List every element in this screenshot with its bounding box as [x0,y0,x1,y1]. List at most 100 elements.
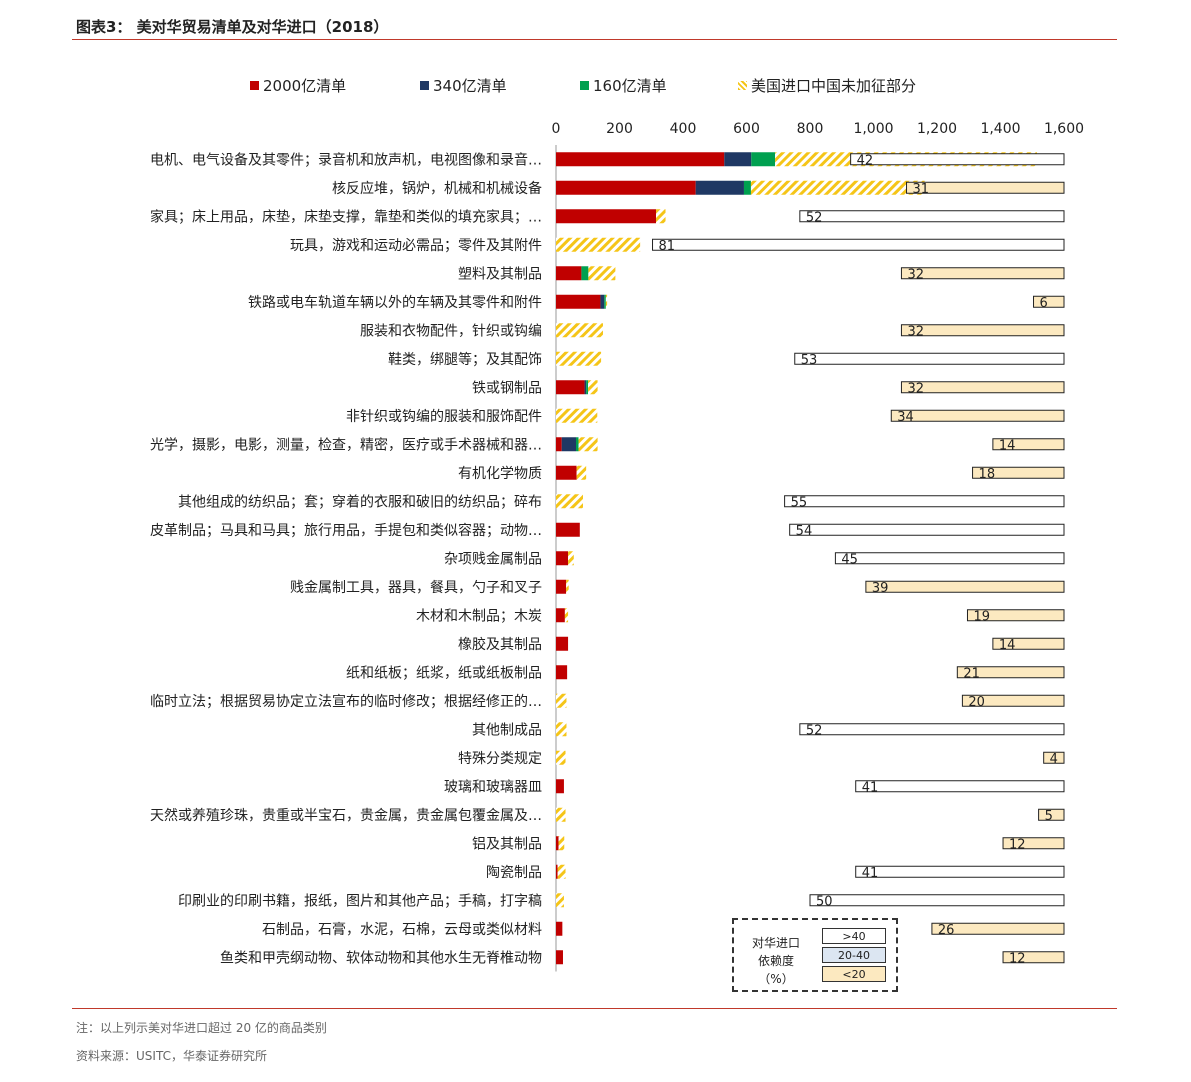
dependency-bar [900,324,1065,337]
bar-2000 [556,465,577,480]
dependency-value: 32 [907,267,924,282]
category-label: 其他组成的纺织品；套；穿着的衣服和破旧的纺织品；碎布 [178,494,542,510]
category-label: 橡胶及其制品 [458,636,542,653]
dependency-key: 对华进口 依赖度 （%） >40 20-40 <20 [732,918,898,992]
category-label: 电机、电气设备及其零件；录音机和放声机，电视图像和录音… [150,151,542,168]
category-label: 临时立法；根据贸易协定立法宣布的临时修改；根据经修正的… [150,694,542,710]
dependency-value: 52 [806,210,823,225]
dependency-value: 6 [1040,296,1048,311]
bar-untaxed [556,893,564,908]
bar-2000 [556,380,585,395]
category-label: 印刷业的印刷书籍，报纸，图片和其他产品；手稿，打字稿 [178,892,542,909]
dependency-value: 32 [907,324,924,339]
dependency-key-title: 对华进口 依赖度 （%） [740,934,812,988]
dependency-value: 32 [907,381,924,396]
dependency-bar [1002,951,1065,964]
bar-untaxed [556,351,602,366]
category-label: 其他制成品 [472,722,542,738]
legend-item-160: 160亿清单 [580,75,667,96]
legend-item-2000: 2000亿清单 [250,75,346,96]
bar-untaxed [556,323,603,338]
bar-untaxed [558,836,565,851]
bar-2000 [556,864,558,879]
bar-untaxed [605,294,608,309]
bar-untaxed [656,209,666,224]
bar-2000 [556,636,569,651]
bar-untaxed [750,180,925,195]
bar-2000 [556,522,580,537]
dependency-bar [1002,837,1065,850]
dependency-bar [992,438,1065,451]
dependency-key-mid: 20-40 [822,947,886,963]
category-label: 玩具，游戏和运动必需品；零件及其附件 [290,238,542,254]
legend-label-2000: 2000亿清单 [263,77,347,95]
bar-340 [561,437,577,452]
bar-2000 [556,437,562,452]
dependency-value: 31 [913,182,930,197]
category-label: 杂项贱金属制品 [444,551,542,567]
category-label: 特殊分类规定 [458,751,542,767]
x-tick-label: 0 [552,121,561,137]
dependency-key-low: <20 [822,966,886,982]
bar-340 [724,152,752,167]
x-tick-label: 1,200 [917,121,957,137]
category-label: 玻璃和玻璃器皿 [444,778,542,795]
bar-untaxed [578,437,598,452]
bar-untaxed [556,408,598,423]
legend-swatch-2000 [250,81,259,90]
dependency-bar [956,666,1065,679]
dependency-bar [900,267,1065,280]
category-label: 贱金属制工具，器具，餐具，勺子和叉子 [290,580,542,596]
bar-2000 [556,921,563,936]
category-label: 鞋类，绑腿等；及其配饰 [388,351,542,368]
dependency-value: 21 [963,666,980,681]
category-label: 铁路或电车轨道车辆以外的车辆及其零件和附件 [248,294,542,311]
dependency-value: 55 [791,495,808,510]
footnote: 注：以上列示美对华进口超过 20 亿的商品类别 [76,1021,327,1035]
category-label: 有机化学物质 [458,466,542,482]
category-label: 天然或养殖珍珠，贵重或半宝石，贵金属，贵金属包覆金属及… [150,807,542,824]
category-label: 铝及其制品 [472,836,542,852]
dependency-key-title-line1: 对华进口 [751,936,800,950]
dependency-bar [850,153,1065,166]
category-label: 鱼类和甲壳纲动物、软体动物和其他水生无脊椎动物 [220,949,542,966]
dependency-value: 19 [973,609,990,624]
bar-160 [743,180,751,195]
legend-swatch-340 [420,81,429,90]
dependency-value: 42 [857,153,874,168]
bar-2000 [556,779,564,794]
dependency-value: 41 [862,780,879,795]
category-label: 纸和纸板；纸浆，纸或纸板制品 [346,665,542,681]
bar-2000 [556,608,565,623]
bar-340 [584,380,587,395]
dependency-key-title-line2: 依赖度 [757,954,794,968]
dependency-bar [961,694,1065,707]
bar-2000 [556,836,559,851]
dependency-key-high: >40 [822,928,886,944]
category-label: 核反应堆，锅炉，机械和机械设备 [332,180,542,197]
dependency-value: 54 [796,524,813,539]
dependency-bar [865,580,1065,593]
dependency-bar [784,495,1065,508]
bar-untaxed [564,608,569,623]
source-note: 资料来源：USITC，华泰证券研究所 [76,1049,267,1063]
bar-untaxed [556,494,583,509]
bar-2000 [556,180,696,195]
dependency-bar [652,238,1065,251]
dependency-value: 52 [806,723,823,738]
category-label: 非针织或钩编的服装和服饰配件 [346,409,542,425]
chart-title: 图表3： 美对华贸易清单及对华进口（2018） [76,18,389,36]
bar-160 [604,294,606,309]
x-tick-label: 400 [670,121,697,137]
bar-160 [581,266,589,281]
category-label: 家具；床上用品，床垫，床垫支撑，靠垫和类似的填充家具；… [150,208,542,225]
dependency-bar [890,409,1065,422]
bar-160 [586,380,589,395]
legend-label-340: 340亿清单 [433,77,507,95]
legend-item-untaxed: 美国进口中国未加征部分 [738,75,916,96]
bar-untaxed [556,237,641,252]
category-label: 木材和木制品；木炭 [416,608,542,624]
dependency-value: 4 [1050,752,1058,767]
dependency-value: 53 [801,353,818,368]
x-tick-label: 1,600 [1044,121,1084,137]
